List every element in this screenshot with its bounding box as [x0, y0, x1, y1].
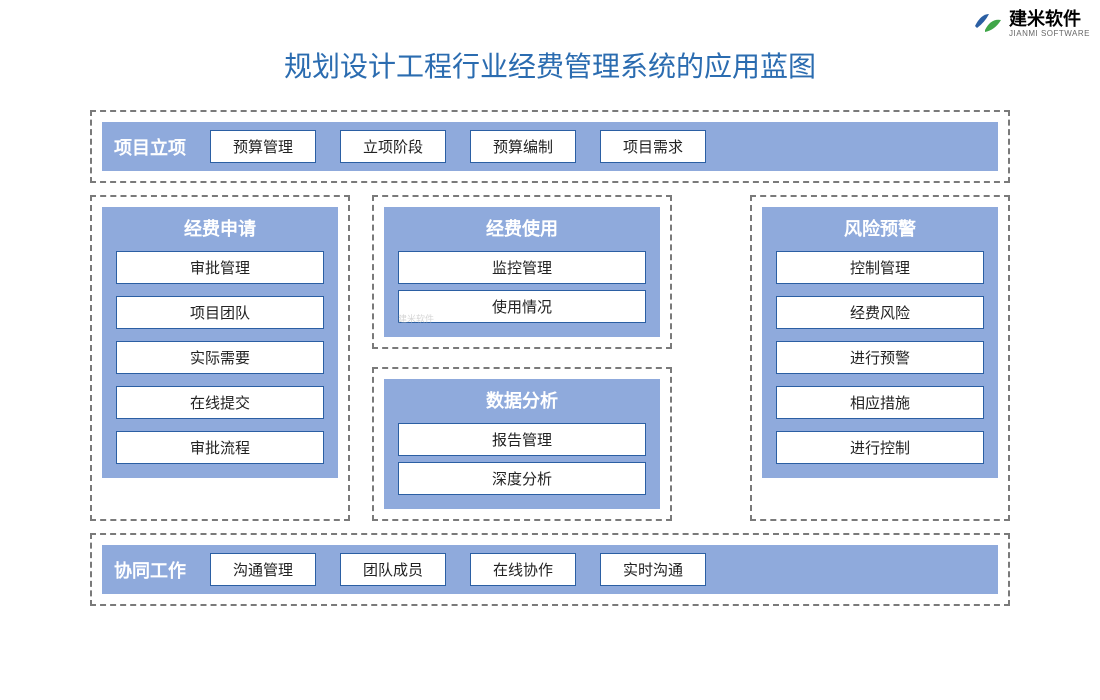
- section-fund-usage: 经费使用 监控管理 使用情况: [372, 195, 672, 349]
- section-data-analysis: 数据分析 报告管理 深度分析: [372, 367, 672, 521]
- item-pill: 控制管理: [776, 251, 984, 284]
- item-pill: 沟通管理: [210, 553, 316, 586]
- watermark: 建米软件: [398, 312, 434, 325]
- section-title: 数据分析: [384, 381, 660, 423]
- middle-columns: 经费申请 审批管理 项目团队 实际需要 在线提交 审批流程 经费使用 监控管理 …: [90, 195, 1010, 521]
- item-pill: 在线提交: [116, 386, 324, 419]
- item-pill: 项目团队: [116, 296, 324, 329]
- item-pill: 项目需求: [600, 130, 706, 163]
- item-pill: 在线协作: [470, 553, 576, 586]
- section-title: 风险预警: [762, 209, 998, 251]
- item-pill: 进行预警: [776, 341, 984, 374]
- item-pill: 使用情况: [398, 290, 646, 323]
- blueprint-diagram: 项目立项 预算管理 立项阶段 预算编制 项目需求 经费申请 审批管理 项目团队 …: [90, 110, 1010, 606]
- item-pill: 审批流程: [116, 431, 324, 464]
- item-pill: 相应措施: [776, 386, 984, 419]
- item-pill: 审批管理: [116, 251, 324, 284]
- section-title: 项目立项: [114, 134, 186, 160]
- item-pill: 报告管理: [398, 423, 646, 456]
- item-pill: 预算编制: [470, 130, 576, 163]
- section-project-initiation: 项目立项 预算管理 立项阶段 预算编制 项目需求: [90, 110, 1010, 183]
- section-title: 经费申请: [102, 209, 338, 251]
- item-pill: 深度分析: [398, 462, 646, 495]
- section-collaboration: 协同工作 沟通管理 团队成员 在线协作 实时沟通: [90, 533, 1010, 606]
- section-fund-application: 经费申请 审批管理 项目团队 实际需要 在线提交 审批流程: [90, 195, 350, 521]
- item-pill: 实时沟通: [600, 553, 706, 586]
- logo-text-cn: 建米软件: [1009, 10, 1090, 30]
- item-pill: 经费风险: [776, 296, 984, 329]
- section-risk-warning: 风险预警 控制管理 经费风险 进行预警 相应措施 进行控制: [750, 195, 1010, 521]
- item-pill: 立项阶段: [340, 130, 446, 163]
- brand-logo: 建米软件 JIANMI SOFTWARE: [971, 8, 1090, 40]
- item-pill: 实际需要: [116, 341, 324, 374]
- item-pill: 进行控制: [776, 431, 984, 464]
- item-pill: 预算管理: [210, 130, 316, 163]
- section-title: 协同工作: [114, 557, 186, 583]
- section-title: 经费使用: [384, 209, 660, 251]
- item-pill: 监控管理: [398, 251, 646, 284]
- middle-center-column: 经费使用 监控管理 使用情况 数据分析 报告管理 深度分析: [372, 195, 672, 521]
- page-title: 规划设计工程行业经费管理系统的应用蓝图: [0, 0, 1100, 110]
- leaf-icon: [971, 8, 1003, 40]
- logo-text-en: JIANMI SOFTWARE: [1009, 30, 1090, 39]
- item-pill: 团队成员: [340, 553, 446, 586]
